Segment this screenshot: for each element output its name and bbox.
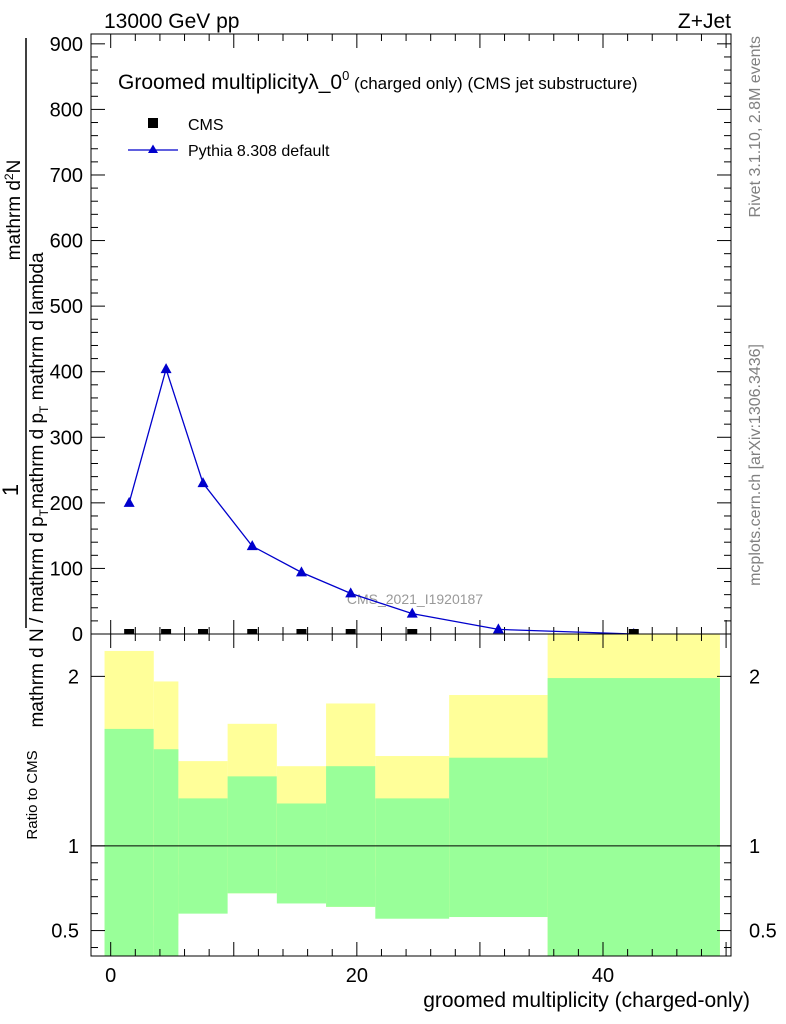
ratio-frame — [90, 633, 732, 957]
ratio-inner-band — [178, 798, 228, 914]
ratio-inner-band — [104, 728, 154, 956]
ratio-inner-band — [375, 798, 450, 919]
legend-mc-marker — [148, 144, 158, 153]
legend-data-label: CMS — [188, 117, 224, 134]
ylabel-numerator: mathrm d2N — [2, 160, 25, 261]
ratio-x-tick-labels: 0 20 40 — [105, 965, 614, 987]
mc-point — [160, 363, 172, 374]
ratio-y-tick-label-right: 1 — [749, 836, 760, 858]
main-y-tick-label: 200 — [50, 493, 83, 515]
x-axis-label: groomed multiplicity (charged-only) — [423, 989, 750, 1012]
ratio-y-tick-label-right: 2 — [749, 666, 760, 688]
data-point — [345, 629, 356, 634]
main-y-tick-label: 900 — [50, 34, 83, 56]
ratio-axis-ticks — [91, 634, 731, 956]
mc-point — [345, 587, 357, 598]
main-frame — [90, 33, 732, 635]
data-point — [407, 629, 418, 634]
main-y-tick-label: 400 — [50, 362, 83, 384]
mc-point — [246, 540, 258, 551]
main-y-tick-label: 100 — [50, 558, 83, 580]
ratio-inner-band — [153, 749, 179, 956]
header-energy-label: 13000 GeV pp — [104, 10, 239, 33]
main-y-tick-label: 800 — [50, 99, 83, 121]
mc-point — [295, 566, 307, 577]
ratio-inner-band — [276, 803, 327, 904]
data-point — [161, 629, 172, 634]
ratio-bands — [104, 634, 720, 956]
mc-series-points — [123, 363, 640, 638]
ratio-y-tick-label-right: 0.5 — [749, 921, 777, 943]
legend: CMS Pythia 8.308 default — [128, 117, 330, 160]
mcplots-label: mcplots.cern.ch [arXiv:1306.3436] — [747, 344, 764, 586]
ratio-inner-band — [227, 776, 277, 894]
main-axis-ticks — [91, 34, 731, 635]
ratio-y-axis-label: Ratio to CMS — [24, 750, 41, 839]
data-series-points — [124, 629, 639, 634]
ratio-inner-band — [449, 757, 548, 918]
ratio-x-tick-label: 40 — [592, 965, 614, 987]
data-point — [247, 629, 258, 634]
main-y-tick-labels: 0 100 200 300 400 500 600 700 800 900 — [50, 34, 83, 646]
ratio-y-tick-labels: 0.5 0.5 1 1 2 2 — [51, 666, 777, 942]
legend-data-marker — [148, 118, 158, 128]
main-y-tick-label: 600 — [50, 231, 83, 253]
rivet-version-label: Rivet 3.1.10, 2.8M events — [747, 36, 764, 217]
ratio-y-tick-label: 1 — [68, 836, 79, 858]
data-point — [198, 629, 208, 634]
ratio-panel: 0.5 0.5 1 1 2 2 0 20 40 Ratio to CMS groomed mu… — [24, 633, 777, 1012]
ylabel-fraction-one: 1 — [0, 484, 23, 496]
main-y-tick-label: 500 — [50, 296, 83, 318]
ratio-inner-band — [547, 678, 720, 956]
mc-point — [492, 623, 504, 634]
legend-mc-label: Pythia 8.308 default — [188, 143, 330, 160]
data-point — [124, 629, 135, 634]
ratio-x-tick-label: 0 — [105, 965, 116, 987]
data-point — [628, 629, 639, 634]
ratio-y-tick-label: 0.5 — [51, 921, 79, 943]
ratio-inner-band — [326, 766, 376, 907]
ratio-x-tick-label: 20 — [346, 965, 368, 987]
main-y-tick-label: 0 — [72, 624, 83, 646]
ylabel-denominator: mathrm d N / mathrm d pTmathrm d pT math… — [27, 252, 51, 727]
header-process-label: Z+Jet — [678, 10, 731, 33]
mc-point — [197, 477, 209, 488]
main-y-axis-label: 1 mathrm d N / mathrm d pTmathrm d pT ma… — [0, 38, 51, 728]
main-y-tick-label: 300 — [50, 427, 83, 449]
mc-point — [123, 496, 135, 507]
data-point — [296, 629, 307, 634]
ratio-y-tick-label: 2 — [68, 666, 79, 688]
main-y-tick-label: 700 — [50, 165, 83, 187]
chart-title: Groomed multiplicityλ_00 (charged only) … — [118, 68, 637, 94]
mc-point — [406, 607, 418, 618]
